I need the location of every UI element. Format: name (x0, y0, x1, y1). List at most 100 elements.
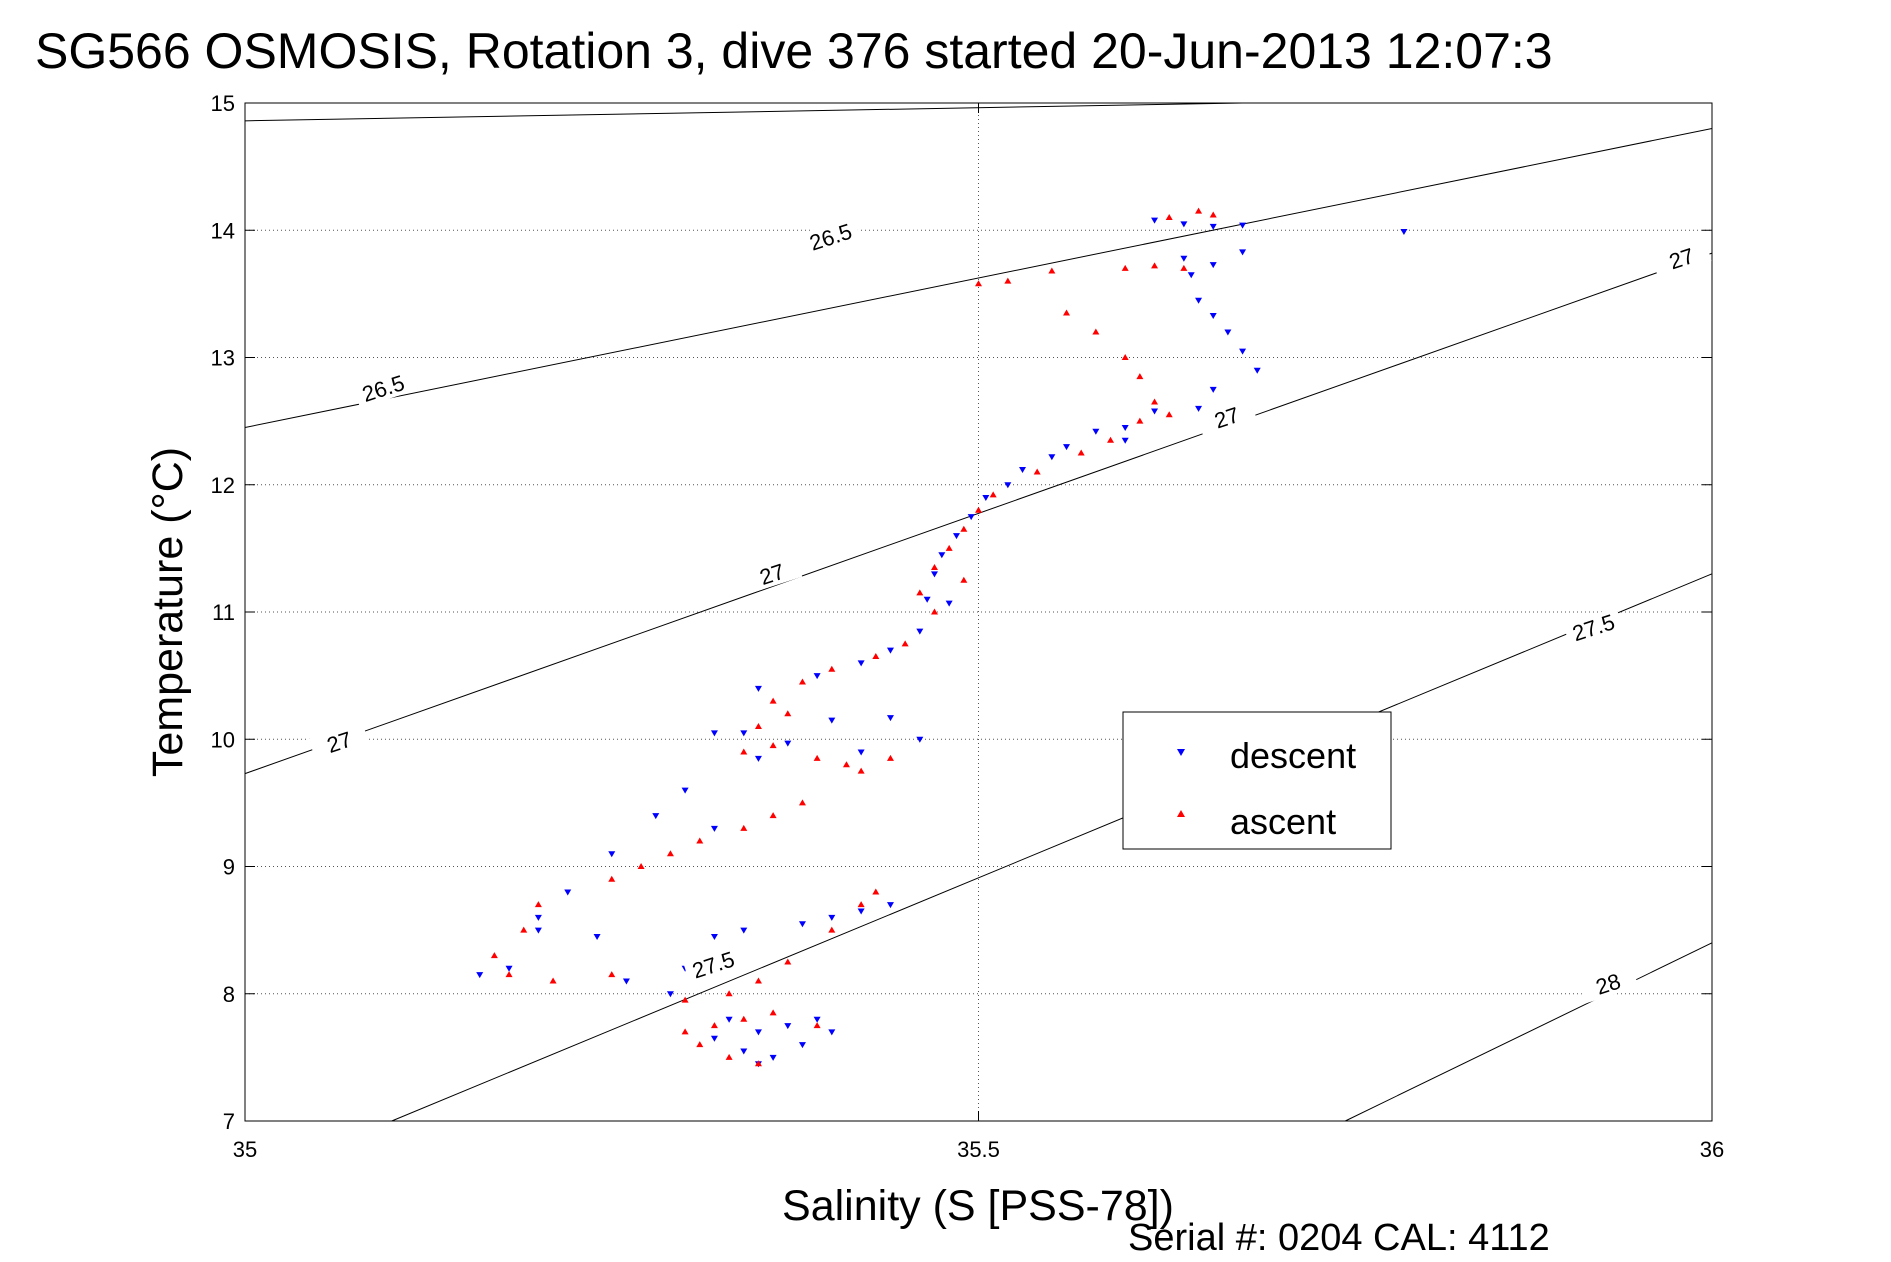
ascent-point (740, 1015, 748, 1022)
isopycnal-layer (244, 102, 1713, 1122)
descent-point (967, 514, 975, 521)
ascent-point (769, 697, 777, 704)
ascent-point (1033, 468, 1041, 475)
descent-point (857, 660, 865, 667)
descent-point (916, 736, 924, 743)
legend-box (1122, 711, 1392, 850)
descent-point (608, 851, 616, 858)
descent-point (1121, 424, 1129, 431)
descent-point (710, 1035, 718, 1042)
ascent-point (857, 767, 865, 774)
data-points-layer (476, 207, 1408, 1068)
descent-point (784, 740, 792, 747)
legend-ascent-label: ascent (1230, 801, 1336, 842)
descent-point (1209, 223, 1217, 230)
descent-point (828, 914, 836, 921)
ascent-point (637, 863, 645, 869)
descent-point (1019, 466, 1027, 473)
ascent-point (872, 888, 880, 895)
y-tick-label: 11 (212, 600, 235, 625)
ascent-point (696, 1041, 704, 1048)
contour-label-bg (682, 944, 744, 985)
ascent-point (857, 901, 865, 908)
descent-point (938, 552, 946, 559)
x-tick-label: 36 (1700, 1137, 1724, 1162)
ascent-point (960, 576, 968, 583)
descent-point (916, 628, 924, 635)
ascent-point (1077, 449, 1085, 456)
serial-footer: Serial #: 0204 CAL: 4112 (1128, 1217, 1550, 1259)
descent-point (740, 1048, 748, 1055)
ascent-point (828, 926, 836, 933)
ascent-point (710, 1022, 718, 1029)
descent-point (622, 978, 630, 985)
ascent-point (828, 665, 836, 672)
descent-point (1187, 272, 1195, 279)
ascent-point (681, 1028, 689, 1035)
descent-point (725, 1016, 733, 1023)
contour-label-bg (800, 216, 861, 257)
descent-point (1239, 222, 1247, 229)
descent-point (828, 1029, 836, 1036)
contour-label-bg (741, 553, 803, 594)
ascent-point (769, 742, 777, 749)
labels-layer: 26.5 26.5 27 27 27 27 27.5 27.5 28 (308, 216, 1712, 1004)
contour-label-text: 27.5 (689, 946, 737, 983)
legend-descent-label: descent (1230, 735, 1356, 776)
ascent-point (945, 544, 953, 551)
ascent-point (1092, 328, 1100, 335)
descent-point (666, 991, 674, 998)
ascent-point (740, 748, 748, 755)
y-axis-label: Temperature (°C) (144, 447, 192, 777)
ascent-point (1063, 309, 1071, 316)
ascent-point (769, 812, 777, 819)
ascent-point (1048, 267, 1056, 274)
ascent-point (1151, 398, 1159, 405)
ascent-point (681, 996, 689, 1003)
descent-point (710, 825, 718, 832)
y-tick-label: 10 (211, 727, 235, 752)
contour-label: 27 (741, 553, 803, 594)
descent-point (1004, 482, 1012, 489)
descent-point (886, 715, 894, 722)
tick-layer: 7 8 9 10 11 12 13 14 15 35 35.5 36 (211, 91, 1725, 1162)
y-tick-label: 14 (211, 218, 235, 243)
descent-point (886, 902, 894, 909)
ascent-point (740, 824, 748, 831)
y-tick-label: 15 (211, 91, 235, 116)
ascent-point (725, 1053, 733, 1060)
y-tick-label: 8 (223, 982, 235, 1007)
descent-point (798, 921, 806, 928)
ascent-point (520, 926, 528, 933)
descent-point (1239, 348, 1247, 355)
descent-point (1121, 437, 1129, 444)
descent-point (1195, 297, 1203, 304)
contour-label-bg (308, 721, 370, 762)
ascent-point (1136, 417, 1144, 424)
ascent-point (1165, 411, 1173, 418)
descent-point (652, 813, 660, 820)
descent-point (813, 673, 821, 680)
ascent-point (534, 901, 542, 908)
descent-point (476, 972, 484, 979)
ascent-point (666, 850, 674, 857)
grid-layer (245, 103, 1712, 1121)
descent-point (1063, 444, 1071, 451)
descent-point (740, 927, 748, 934)
descent-point (857, 749, 865, 756)
ascent-point (754, 977, 762, 984)
descent-point (769, 1054, 777, 1061)
ascent-point (989, 491, 997, 498)
descent-point (930, 571, 938, 578)
descent-point (1195, 405, 1203, 412)
ascent-point (813, 754, 821, 761)
contour-label: 27 (308, 721, 370, 762)
contour-label-text: 27.5 (1569, 609, 1617, 646)
ascent-point (901, 640, 909, 647)
descent-point (1092, 428, 1100, 435)
ascent-point (754, 1060, 762, 1067)
ascent-point (1180, 264, 1188, 271)
ascent-point (813, 1022, 821, 1029)
descent-point (1400, 229, 1408, 236)
